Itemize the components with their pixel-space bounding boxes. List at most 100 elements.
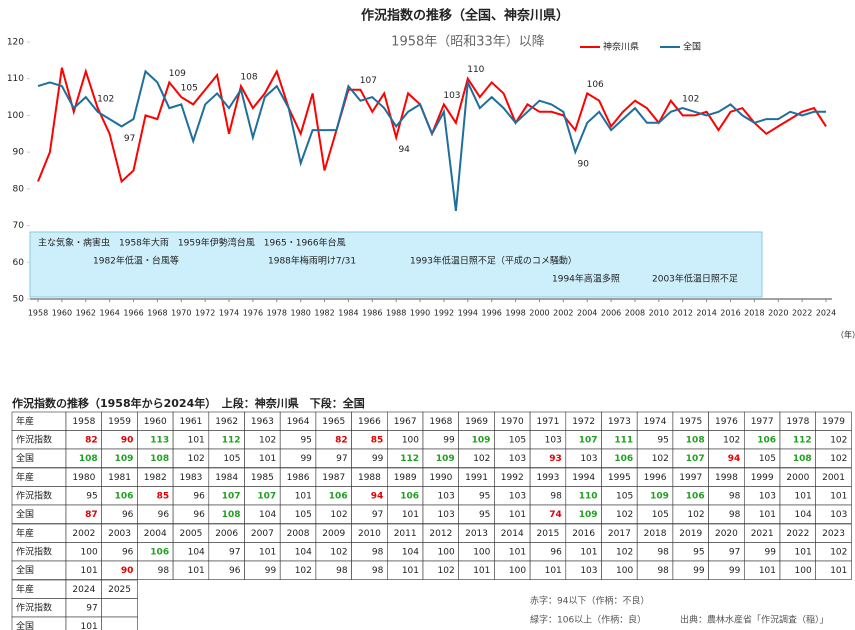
table-value: 101 [295,491,312,501]
note: 緑字：106以上（作柄：良） [530,614,646,626]
table-value: 95 [693,547,704,557]
row-label: 全国 [16,620,34,630]
table-value: 99 [265,566,277,576]
table-value: 111 [614,435,633,445]
table-value: 101 [402,566,419,576]
y-tick-label: 60 [13,258,25,268]
series-line [37,67,827,184]
annotation: 主な気象・病害虫 1958年大雨 1959年伊勢湾台風 1965・1966年台風 [38,237,346,249]
y-tick-label: 120 [7,38,24,48]
table-value: 96 [193,510,205,520]
table-value: 100 [402,435,419,445]
year-header: 2007 [251,529,274,539]
x-tick-label: 1984 [338,309,358,318]
table-value: 109 [472,435,491,445]
table-value: 96 [122,547,134,557]
year-header: 1959 [108,417,131,427]
table-value: 104 [188,547,205,557]
table-value: 106 [614,454,633,464]
year-header: 2025 [108,585,131,595]
table-value: 104 [402,547,419,557]
year-header: 2009 [322,529,345,539]
table-value: 112 [793,435,812,445]
table-value: 100 [795,566,812,576]
table-value: 101 [473,566,490,576]
year-header: 1978 [786,417,809,427]
table-value: 103 [438,491,455,501]
year-header: 1997 [679,473,702,483]
table-value: 103 [830,510,847,520]
annotation: 1993年低温日照不足（平成のコメ騒動） [410,255,577,267]
table-value: 102 [438,566,455,576]
table-value: 102 [687,510,704,520]
table-value: 102 [330,547,347,557]
x-tick-label: 1992 [434,309,454,318]
data-label: 105 [181,84,198,94]
x-tick-label: 1996 [482,309,502,318]
year-header: 1996 [644,473,667,483]
table-value: 101 [402,510,419,520]
x-tick-label: 1998 [505,309,525,318]
year-header: 1964 [287,417,310,427]
table-value: 105 [509,435,526,445]
row-label: 年産 [16,583,34,595]
table-value: 107 [257,491,276,501]
year-header: 1960 [144,417,167,427]
year-header: 2024 [72,585,95,595]
year-header: 1967 [394,417,417,427]
year-header: 1961 [179,417,202,427]
year-header: 1992 [501,473,524,483]
table-value: 101 [188,566,205,576]
year-header: 1981 [108,473,131,483]
year-header: 2000 [786,473,809,483]
table-value: 96 [229,566,241,576]
year-header: 1983 [179,473,202,483]
table-value: 85 [157,491,170,501]
table-value: 74 [549,510,562,520]
table-value: 102 [616,510,633,520]
x-tick-label: 1994 [458,309,478,318]
table-value: 112 [222,435,241,445]
year-header: 2004 [144,529,167,539]
year-header: 1986 [287,473,310,483]
series-line [37,69,826,212]
year-header: 2016 [572,529,595,539]
table-value: 106 [757,435,776,445]
table-value: 106 [686,491,705,501]
year-header: 2020 [715,529,738,539]
table-value: 101 [830,566,847,576]
x-tick-label: 2008 [625,309,645,318]
table-value: 106 [115,491,134,501]
table-value: 101 [259,547,276,557]
year-header: 1963 [251,417,274,427]
year-header: 1982 [144,473,167,483]
year-header: 1976 [715,417,738,427]
table-value: 108 [793,454,812,464]
table-value: 102 [259,435,276,445]
table-value: 104 [795,510,812,520]
table-value: 95 [300,435,311,445]
year-header: 1980 [72,473,95,483]
year-header: 2010 [358,529,381,539]
table-title: 作況指数の推移（1958年から2024年） 上段：神奈川県 下段：全国 [12,396,365,410]
table-value: 102 [188,454,205,464]
source-note: 出典：農林水産省「作況調査（稲）」 [680,614,829,626]
table-value: 107 [579,435,598,445]
year-header: 2018 [644,529,667,539]
chart-title: 作況指数の推移（全国、神奈川県） [361,8,569,24]
x-tick-label: 1982 [314,309,334,318]
row-label: 年産 [16,527,34,539]
x-tick-label: 1958 [28,309,48,318]
year-header: 2015 [536,529,559,539]
table-value: 97 [729,547,740,557]
row-label: 作況指数 [16,433,52,445]
table-value: 103 [545,435,562,445]
year-header: 2014 [501,529,524,539]
row-label: 年産 [16,471,34,483]
table-value: 101 [509,547,526,557]
data-label: 103 [443,91,460,101]
table-cell [815,560,852,580]
table-value: 101 [545,566,562,576]
table-value: 106 [150,547,169,557]
table-value: 98 [336,566,348,576]
